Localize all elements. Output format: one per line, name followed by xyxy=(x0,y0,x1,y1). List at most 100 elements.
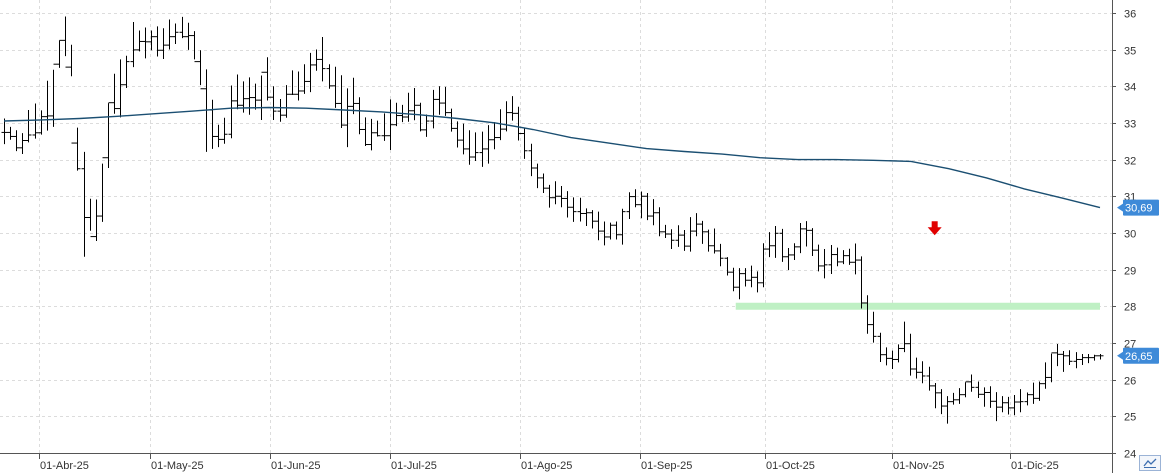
ohlc-bar xyxy=(179,16,186,39)
ohlc-bar xyxy=(368,118,375,151)
ohlc-bar xyxy=(981,387,988,407)
ohlc-bar xyxy=(736,268,743,300)
ohlc-bar xyxy=(25,110,32,143)
ohlc-bar xyxy=(1079,353,1086,365)
ohlc-bar xyxy=(221,117,228,144)
ohlc-bar xyxy=(503,101,510,132)
ohlc-bar xyxy=(583,208,590,226)
ohlc-bar xyxy=(662,224,669,239)
ohlc-bar xyxy=(44,80,51,131)
ohlc-bar xyxy=(1036,381,1043,401)
ohlc-bar xyxy=(93,199,100,241)
ohlc-bar xyxy=(32,103,39,139)
ohlc-bar xyxy=(283,85,290,118)
ohlc-bar xyxy=(675,225,682,247)
moving-average-badge-value: 30,69 xyxy=(1125,203,1153,215)
ohlc-bar xyxy=(1054,344,1061,367)
ohlc-bar xyxy=(1073,352,1080,369)
ohlc-bar xyxy=(754,271,761,293)
ohlc-bar xyxy=(993,392,1000,422)
ohlc-bar xyxy=(1017,389,1024,413)
ohlc-bar xyxy=(1030,382,1037,404)
ohlc-bar xyxy=(534,163,541,189)
ohlc-bar xyxy=(1091,354,1098,361)
last-price-badge-value: 26,65 xyxy=(1125,351,1153,363)
ohlc-bar xyxy=(926,366,933,391)
ohlc-bar xyxy=(870,311,877,343)
ohlc-bar xyxy=(356,97,363,135)
ohlc-bar xyxy=(895,344,902,363)
ohlc-bar xyxy=(289,70,296,96)
ohlc-bar xyxy=(601,221,608,246)
ohlc-bar xyxy=(901,321,908,353)
ohlc-bar xyxy=(699,220,706,244)
chart-settings-button[interactable] xyxy=(1139,455,1161,471)
ohlc-bar xyxy=(607,222,614,240)
ohlc-bar xyxy=(656,207,663,237)
ohlc-bar xyxy=(246,77,253,115)
ohlc-bar xyxy=(430,89,437,129)
ohlc-bar xyxy=(705,229,712,252)
ohlc-bar xyxy=(448,108,455,132)
y-tick-label: 35 xyxy=(1124,46,1136,58)
ohlc-bar xyxy=(307,52,314,93)
ohlc-bar xyxy=(577,197,584,222)
ohlc-bar xyxy=(277,99,284,122)
ohlc-bar xyxy=(50,63,57,127)
ohlc-bar xyxy=(7,126,14,140)
ohlc-bar xyxy=(632,189,639,208)
ohlc-bar xyxy=(142,27,149,59)
ohlc-bar xyxy=(858,256,865,309)
ohlc-bar xyxy=(497,109,504,141)
ohlc-bar xyxy=(374,120,381,137)
ohlc-bar xyxy=(864,295,871,334)
ohlc-bar xyxy=(877,332,884,363)
ohlc-bar xyxy=(638,191,645,219)
ohlc-bar xyxy=(595,211,602,241)
ohlc-bar xyxy=(687,217,694,252)
ohlc-bar xyxy=(626,192,633,219)
ohlc-bar xyxy=(846,248,853,265)
y-tick-label: 32 xyxy=(1124,156,1136,168)
ohlc-bar xyxy=(644,192,651,221)
badge-pointer-icon xyxy=(1117,203,1123,212)
ohlc-bar xyxy=(613,221,620,240)
price-badges: 30,69 26,65 xyxy=(1117,199,1159,364)
ohlc-bar xyxy=(160,28,167,60)
ohlc-bar xyxy=(650,199,657,226)
x-tick-label: 01-Oct-25 xyxy=(766,460,815,472)
ohlc-bar xyxy=(258,71,265,120)
ohlc-bar xyxy=(742,268,749,287)
ohlc-bar xyxy=(968,374,975,392)
ohlc-bar xyxy=(570,197,577,222)
ohlc-bar xyxy=(264,57,271,101)
ohlc-bar xyxy=(681,229,688,251)
ohlc-bar xyxy=(999,396,1006,413)
ohlc-bar xyxy=(56,39,63,68)
ohlc-bar xyxy=(907,333,914,376)
ohlc-bar xyxy=(1085,353,1092,364)
x-axis-ticks: 01-Abr-25 01-May-25 01-Jun-25 01-Jul-25 01-A… xyxy=(39,453,1059,472)
ohlc-bar xyxy=(558,185,565,208)
y-tick-label: 26 xyxy=(1124,376,1136,388)
ohlc-bar xyxy=(62,16,69,68)
ohlc-bar xyxy=(185,22,192,50)
x-tick-label: 01-Dic-25 xyxy=(1011,460,1059,472)
ohlc-bar xyxy=(295,71,302,101)
ohlc-bar xyxy=(68,44,75,144)
x-tick-label: 01-Ago-25 xyxy=(521,460,572,472)
last-price-badge: 26,65 xyxy=(1117,347,1159,364)
ohlc-bar xyxy=(515,106,522,141)
x-tick-label: 01-Jun-25 xyxy=(271,460,321,472)
ohlc-bar xyxy=(387,99,394,151)
ohlc-bar xyxy=(1011,395,1018,416)
ohlc-bar xyxy=(962,381,969,398)
ohlc-bar xyxy=(319,37,326,82)
ohlc-bar xyxy=(546,184,553,208)
ohlc-bar xyxy=(154,26,161,57)
ohlc-bar xyxy=(252,83,259,110)
ohlc-bar xyxy=(130,22,137,68)
ohlc-bar xyxy=(840,250,847,265)
ohlc-bar xyxy=(1048,352,1055,383)
